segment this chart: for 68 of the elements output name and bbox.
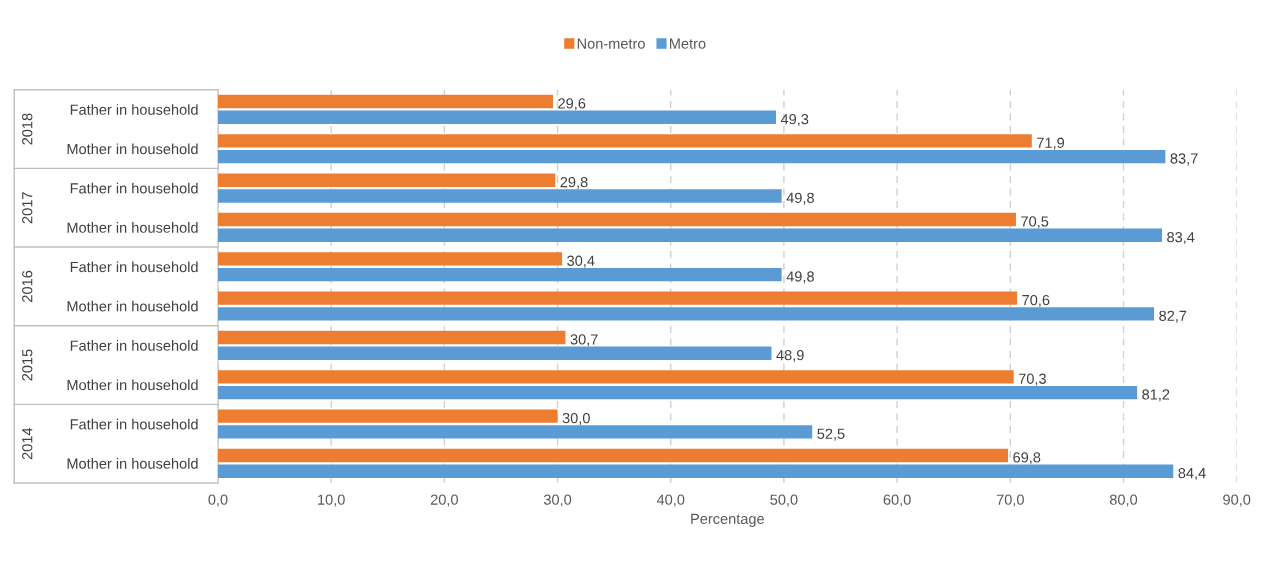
- bar: [217, 385, 1138, 400]
- y-tick-label: Mother in household: [67, 300, 198, 312]
- x-tick-label: 40,0: [656, 494, 685, 507]
- x-tick-label: 10,0: [318, 494, 345, 507]
- x-tick-label: 30,0: [543, 494, 572, 507]
- data-label: 83,7: [1170, 153, 1198, 166]
- y-tick-label: Mother in household: [67, 379, 198, 391]
- x-tick-label: 80,0: [1109, 494, 1138, 507]
- bar: [217, 307, 1155, 321]
- data-label: 30,4: [567, 255, 595, 268]
- data-label: 70,3: [1018, 373, 1046, 386]
- x-tick-label: 90,0: [1223, 494, 1251, 507]
- y-tick-label: Father in household: [70, 182, 198, 194]
- bar: [217, 346, 772, 360]
- legend-label: Non-metro: [577, 38, 645, 49]
- bar: [217, 134, 1032, 148]
- bar: [217, 212, 1016, 227]
- data-label: 70,6: [1022, 294, 1050, 307]
- y-tick-label: Father in household: [70, 261, 198, 273]
- bar: [217, 448, 1009, 463]
- bar: [217, 228, 1162, 242]
- data-label: 29,6: [558, 98, 586, 111]
- bar: [217, 425, 813, 439]
- data-label: 69,8: [1013, 452, 1041, 465]
- y-tick-label: Father in household: [70, 104, 198, 115]
- bar: [217, 110, 776, 124]
- x-tick-label: 60,0: [883, 494, 911, 507]
- bar: [217, 291, 1018, 305]
- data-label: 81,2: [1142, 389, 1170, 402]
- legend-label: Metro: [670, 38, 706, 49]
- x-tick-label: 70,0: [996, 494, 1024, 507]
- text: 2014: [22, 427, 33, 460]
- data-label: 48,9: [776, 349, 804, 363]
- data-label: 30,0: [562, 412, 590, 425]
- y-tick-label: Father in household: [70, 418, 198, 430]
- text: 2016: [22, 270, 33, 302]
- data-label: 84,4: [1178, 467, 1206, 481]
- data-label: 49,8: [786, 271, 814, 284]
- text: 2018: [22, 113, 33, 145]
- data-label: 30,7: [570, 334, 598, 347]
- bar: [217, 370, 1014, 384]
- x-tick-label: 50,0: [770, 494, 798, 507]
- text: 2017: [22, 192, 33, 224]
- x-tick-label: 20,0: [430, 494, 458, 507]
- text: 2015: [22, 349, 33, 381]
- bar: [217, 173, 556, 187]
- data-label: 29,8: [560, 176, 588, 189]
- x-axis-title: Percentage: [691, 513, 764, 527]
- bar: [217, 94, 554, 109]
- y-tick-label: Mother in household: [67, 143, 198, 155]
- bar: [217, 330, 566, 345]
- data-label: 70,5: [1021, 216, 1049, 229]
- data-label: 52,5: [817, 428, 845, 441]
- y-tick-label: Mother in household: [67, 222, 198, 233]
- y-tick-label: Father in household: [70, 340, 198, 351]
- bar: [217, 189, 782, 203]
- x-tick-label: 0,0: [208, 494, 228, 507]
- bar: [217, 464, 1174, 478]
- y-tick-label: Mother in household: [67, 458, 198, 469]
- data-label: 49,8: [786, 192, 814, 205]
- data-label: 71,9: [1037, 137, 1065, 150]
- data-label: 49,3: [780, 114, 809, 127]
- bar: [217, 267, 782, 282]
- bar: [217, 149, 1166, 164]
- bar: [217, 409, 558, 423]
- data-label: 83,4: [1167, 232, 1195, 245]
- data-label: 82,7: [1159, 310, 1187, 323]
- bar: [217, 252, 563, 266]
